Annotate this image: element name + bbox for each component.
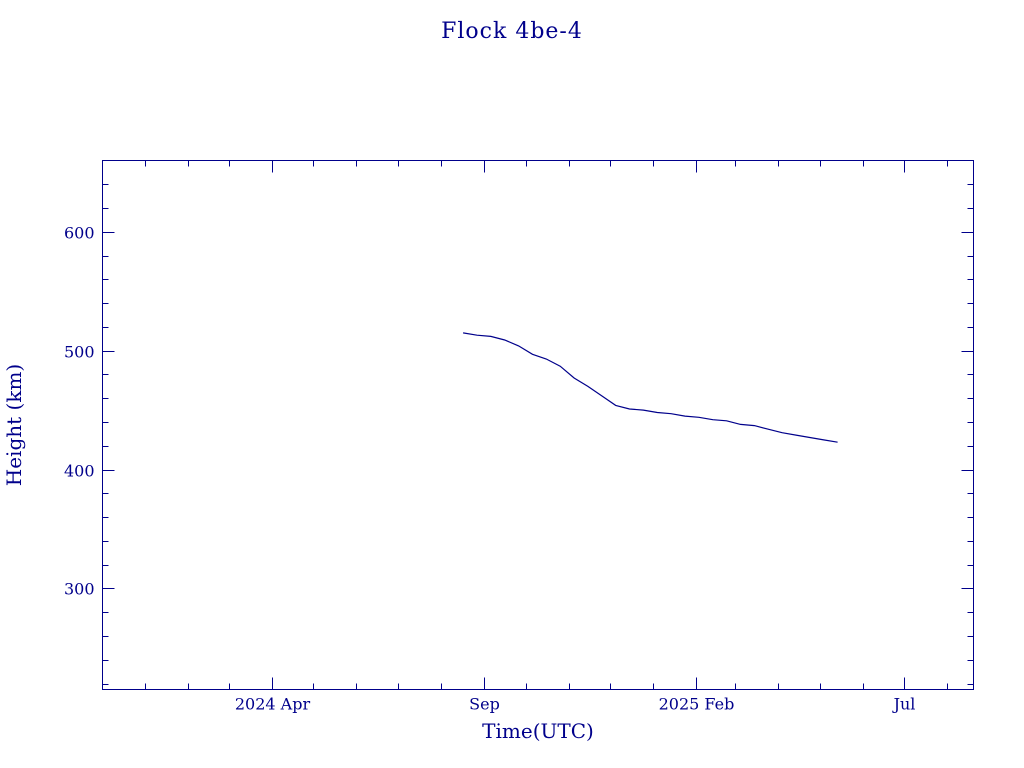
x-tick-label: 2024 Apr (235, 695, 311, 714)
y-tick-label: 300 (64, 580, 95, 599)
x-tick-label: Jul (892, 695, 916, 714)
x-tick-label: 2025 Feb (659, 695, 735, 714)
y-tick-label: 500 (64, 343, 95, 362)
axis-tick-labels: 2024 Apr Sep 2025 Feb Jul 300 400 500 600 (64, 224, 915, 714)
y-tick-label: 600 (64, 224, 95, 243)
y-axis-label: Height (km) (2, 364, 26, 486)
series-line (463, 332, 838, 443)
x-tick-label: Sep (469, 695, 500, 714)
axis-ticks (102, 160, 974, 690)
y-tick-label: 400 (64, 462, 95, 481)
x-axis-label: Time(UTC) (482, 719, 594, 743)
chart-title: Flock 4be-4 (441, 19, 583, 44)
plot-frame (102, 160, 974, 690)
